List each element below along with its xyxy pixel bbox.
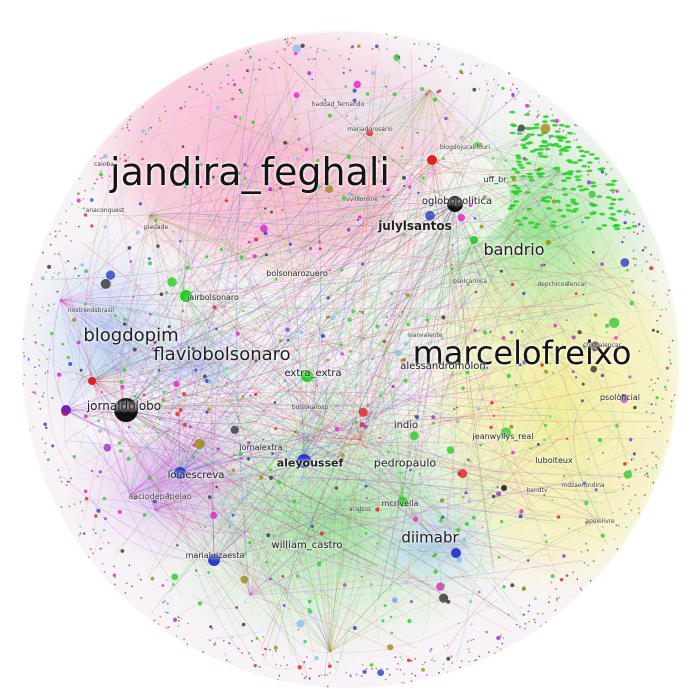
label-uff-br: uff_br bbox=[483, 175, 507, 184]
nodes bbox=[22, 33, 676, 688]
label-acelsos: acelsos bbox=[348, 506, 372, 513]
hub-aleyoussef bbox=[297, 454, 311, 468]
hub-diimabr bbox=[451, 548, 461, 558]
label-anaconquest: anaconquest bbox=[85, 207, 125, 214]
blue-cluster-flavio bbox=[130, 320, 270, 400]
label-vvilsonline: vvilsonline bbox=[346, 196, 378, 203]
label-jandira-feghali: jandira_feghali bbox=[110, 150, 390, 194]
hub-red-left bbox=[88, 377, 96, 385]
label-depchicoalencar: depchicoalencar bbox=[537, 281, 587, 288]
label-nostrendsbrasil: nostrendsbrasil bbox=[67, 307, 115, 314]
label-psolcarioca: psolcarioca bbox=[452, 278, 488, 285]
label-jornalextra: jornalextra bbox=[239, 443, 283, 452]
label-caioba: caioba bbox=[94, 161, 114, 168]
label-indio: indio bbox=[393, 420, 419, 431]
label-bolsonarozuero: bolsonarozuero bbox=[266, 269, 328, 278]
label-julylsantos: julylsantos bbox=[378, 219, 452, 233]
hubs bbox=[61, 155, 507, 566]
edges bbox=[31, 50, 664, 679]
hub-jornaldolobo bbox=[114, 398, 138, 422]
label-blogdojucakfouri: blogdojucakfouri bbox=[439, 144, 491, 151]
blue-cluster-diima bbox=[360, 495, 500, 595]
label-bandrio: bandrio bbox=[483, 240, 545, 259]
label-marcelofreixo: marcelofreixo bbox=[412, 334, 632, 372]
hub-jairbolsonaro bbox=[180, 290, 192, 302]
hub-purple-left bbox=[61, 405, 71, 415]
label-apoiolivre: apoiolivre bbox=[585, 518, 615, 525]
label-extra-extra: extra_extra bbox=[284, 368, 342, 379]
label-aaciodepapelao: aaciodepapelao bbox=[128, 492, 192, 501]
label-blogdopim: blogdopim bbox=[83, 325, 179, 346]
hub-marialuiza bbox=[208, 554, 220, 566]
label-mariadorosario: mariadorosario bbox=[347, 126, 393, 133]
label-piedade: piedade bbox=[143, 224, 169, 231]
label-chicoalencar: chicoalencar bbox=[582, 342, 622, 349]
hub-luboiteux bbox=[501, 485, 507, 491]
label-marialuizaesta: marialuizaesta bbox=[185, 551, 245, 560]
hub-bandrio bbox=[470, 236, 478, 244]
label-alessandromolon: alessandromolon bbox=[400, 361, 486, 372]
label-psoloficial: psoloficial bbox=[599, 393, 641, 402]
purple-cluster-left bbox=[60, 390, 280, 570]
hub-mcrivella bbox=[398, 497, 408, 507]
hub-oglobopolitica bbox=[447, 196, 463, 212]
label-diimabr: diimabr bbox=[401, 528, 459, 547]
label-bandtv: bandtv bbox=[526, 487, 548, 494]
hub-red-top bbox=[427, 155, 437, 165]
label-flaviobolsonaro: flaviobolsonaro bbox=[153, 344, 291, 365]
hub-lolaescreva bbox=[174, 467, 186, 479]
label-jeanwyllys-real: jeanwyllys_real bbox=[472, 432, 534, 441]
label-oglobopolitica: oglobopolitica bbox=[421, 196, 493, 207]
label-aleyoussef: aleyoussef bbox=[276, 456, 344, 470]
hub-extra bbox=[301, 370, 313, 382]
label-jornaldolobo: jornaldolobo bbox=[86, 399, 162, 413]
label-jairbolsonaro: jairbolsonaro bbox=[187, 293, 239, 302]
label-ivanvalente: ivanvalente bbox=[407, 332, 443, 339]
label-william-castro: william_castro bbox=[271, 540, 343, 551]
label-bolsonarosp: bolsonarosp bbox=[291, 404, 329, 411]
label-mdzaerundina: mdzaerundina bbox=[561, 482, 605, 489]
label-pedropaulo: pedropaulo bbox=[373, 456, 437, 470]
label-haddad-fernando: haddad_fernando bbox=[311, 101, 365, 108]
label-lolaescreva: lolaescreva bbox=[167, 470, 225, 481]
label-mcrivella: mcrivella bbox=[381, 499, 419, 508]
cluster-clouds bbox=[20, 30, 680, 688]
label-luboiteux: luboiteux bbox=[535, 456, 573, 465]
